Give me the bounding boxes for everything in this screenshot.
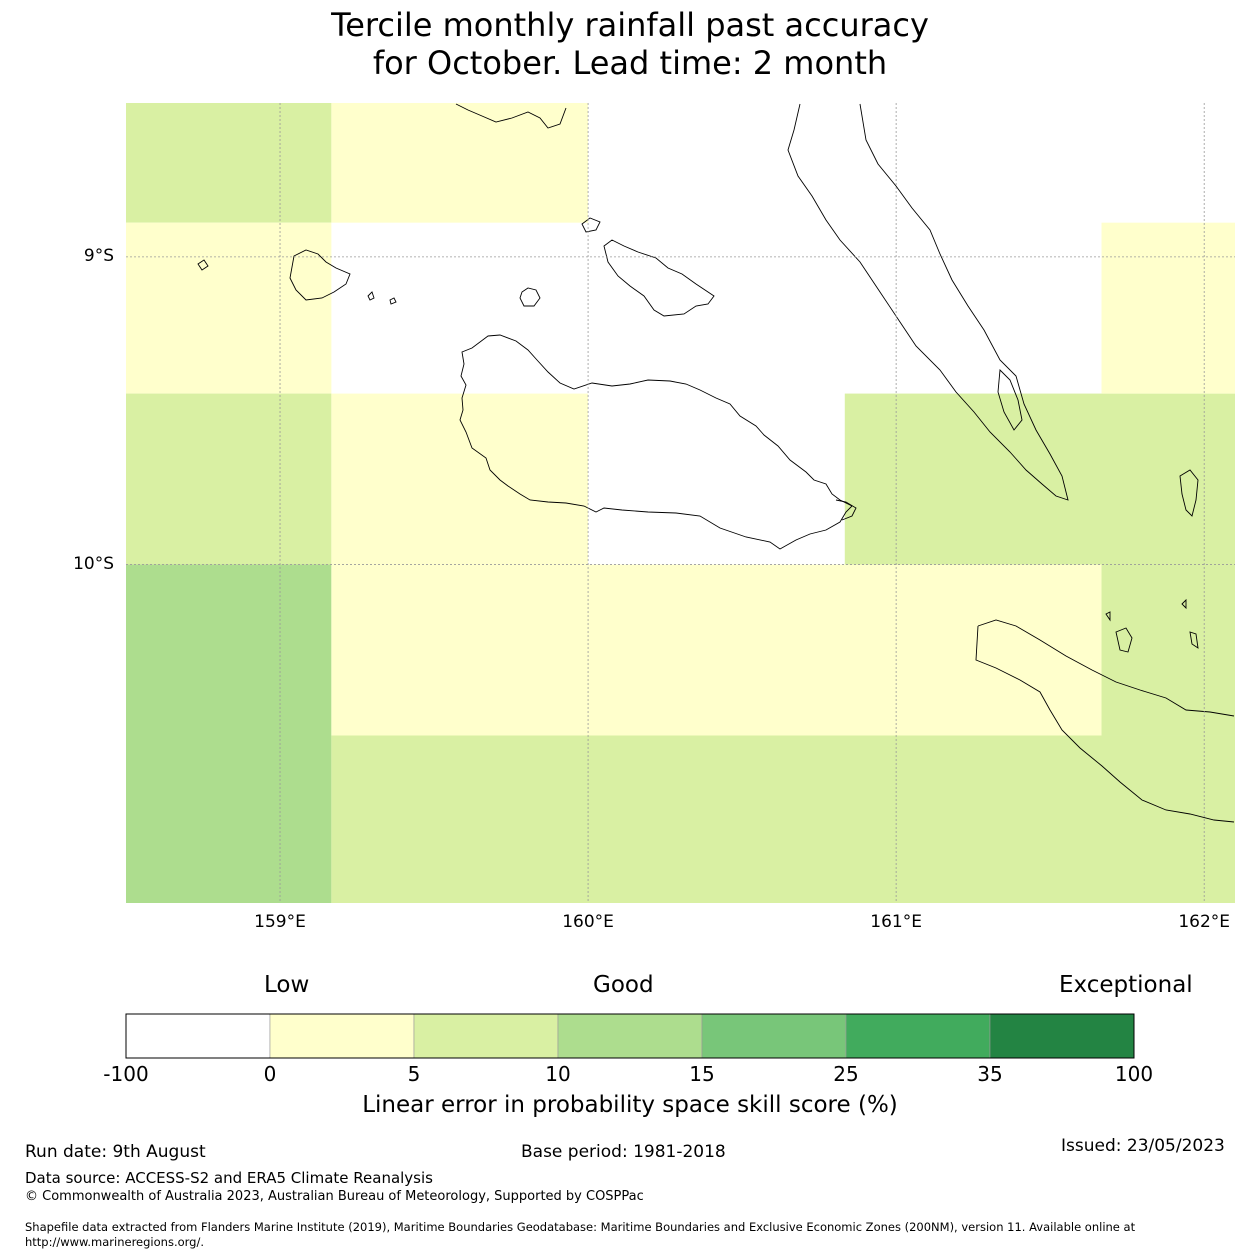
coastline-small-island-2 <box>389 297 397 305</box>
coastline-ulawa <box>1179 469 1199 517</box>
title-line-2: for October. Lead time: 2 month <box>372 44 888 82</box>
colorbar-tick-2: 5 <box>407 1062 421 1086</box>
skill-cell-5 <box>331 393 589 565</box>
colorbar-swatch-5 <box>845 1013 991 1059</box>
colorbar-tick-7: 100 <box>1114 1062 1154 1086</box>
skill-cell-7 <box>844 393 1235 565</box>
colorbar-tick-5: 25 <box>833 1062 859 1086</box>
skill-cell-10 <box>331 735 1236 903</box>
coastline-vertical-edge <box>835 499 857 521</box>
x-tick-label-1: 160°E <box>562 912 614 932</box>
run-date: Run date: 9th August <box>25 1142 206 1162</box>
coastlines <box>197 103 1235 823</box>
x-tick-label-0: 159°E <box>254 912 306 932</box>
coastline-ngella-north <box>581 217 601 233</box>
data-source: Data source: ACCESS-S2 and ERA5 Climate … <box>25 1169 433 1187</box>
coastline-santa-isabel-tip <box>455 103 567 129</box>
y-tick-label-0: 9°S <box>83 245 114 266</box>
skill-cell-4 <box>331 103 589 223</box>
skill-cell-0 <box>126 103 332 223</box>
colorbar-tick-4: 15 <box>689 1062 715 1086</box>
colorbar-category-good: Good <box>593 972 654 998</box>
colorbar-category-exceptional: Exceptional <box>1059 972 1193 998</box>
colorbar-tick-1: 0 <box>263 1062 277 1086</box>
colorbar-swatch-6 <box>989 1013 1135 1059</box>
colorbar-tick-0: -100 <box>103 1062 149 1086</box>
colorbar-label: Linear error in probability space skill … <box>362 1092 898 1118</box>
coastline-savo-island <box>519 287 541 307</box>
colorbar-category-low: Low <box>264 972 310 998</box>
coastline-small-malaita <box>997 369 1023 431</box>
coastline-small-islet-east-1 <box>1115 627 1133 653</box>
colorbar-swatch-0 <box>125 1013 271 1059</box>
shapefile-credit-line-1: Shapefile data extracted from Flanders M… <box>25 1220 1136 1234</box>
coastline-small-island-west <box>197 259 209 271</box>
colorbar-swatch-1 <box>269 1013 415 1059</box>
skill-cell-3 <box>126 564 332 903</box>
skill-cell-9 <box>1101 564 1235 736</box>
chart-title: Tercile monthly rainfall past accuracy f… <box>0 6 1260 82</box>
colorbar-swatch-3 <box>557 1013 703 1059</box>
y-tick-label-1: 10°S <box>73 553 114 574</box>
coastline-small-islet-east-2 <box>1181 598 1187 610</box>
coastline-small-island-3 <box>367 291 375 301</box>
skill-cell-1 <box>126 222 332 394</box>
copyright: © Commonwealth of Australia 2023, Austra… <box>25 1189 644 1204</box>
coastline-guadalcanal <box>459 334 853 550</box>
coastline-florida-islands <box>603 239 715 317</box>
colorbar-tick-3: 10 <box>545 1062 571 1086</box>
skill-cell-6 <box>331 564 1102 736</box>
colorbar-tick-6: 35 <box>977 1062 1003 1086</box>
graticule <box>126 103 1235 903</box>
coastline-small-islet-east-4 <box>1189 631 1199 649</box>
colorbar-swatch-2 <box>413 1013 559 1059</box>
x-tick-label-3: 162°E <box>1178 912 1231 932</box>
shapefile-credit-line-2: http://www.marineregions.org/. <box>25 1235 204 1249</box>
coastline-malaita <box>787 103 1069 501</box>
skill-cell-8 <box>1101 222 1235 394</box>
coastline-russell-islands <box>289 249 351 301</box>
skill-cells <box>126 103 1236 903</box>
colorbar <box>125 1013 1135 1059</box>
issued-date: Issued: 23/05/2023 <box>1061 1136 1225 1156</box>
x-tick-label-2: 161°E <box>870 912 922 932</box>
title-line-1: Tercile monthly rainfall past accuracy <box>331 6 929 44</box>
skill-cell-2 <box>126 393 332 565</box>
colorbar-outline <box>125 1013 1135 1059</box>
colorbar-swatch-4 <box>701 1013 847 1059</box>
base-period: Base period: 1981-2018 <box>521 1142 726 1162</box>
coastline-makira <box>975 619 1235 823</box>
coastline-small-islet-east-3 <box>1105 611 1111 622</box>
